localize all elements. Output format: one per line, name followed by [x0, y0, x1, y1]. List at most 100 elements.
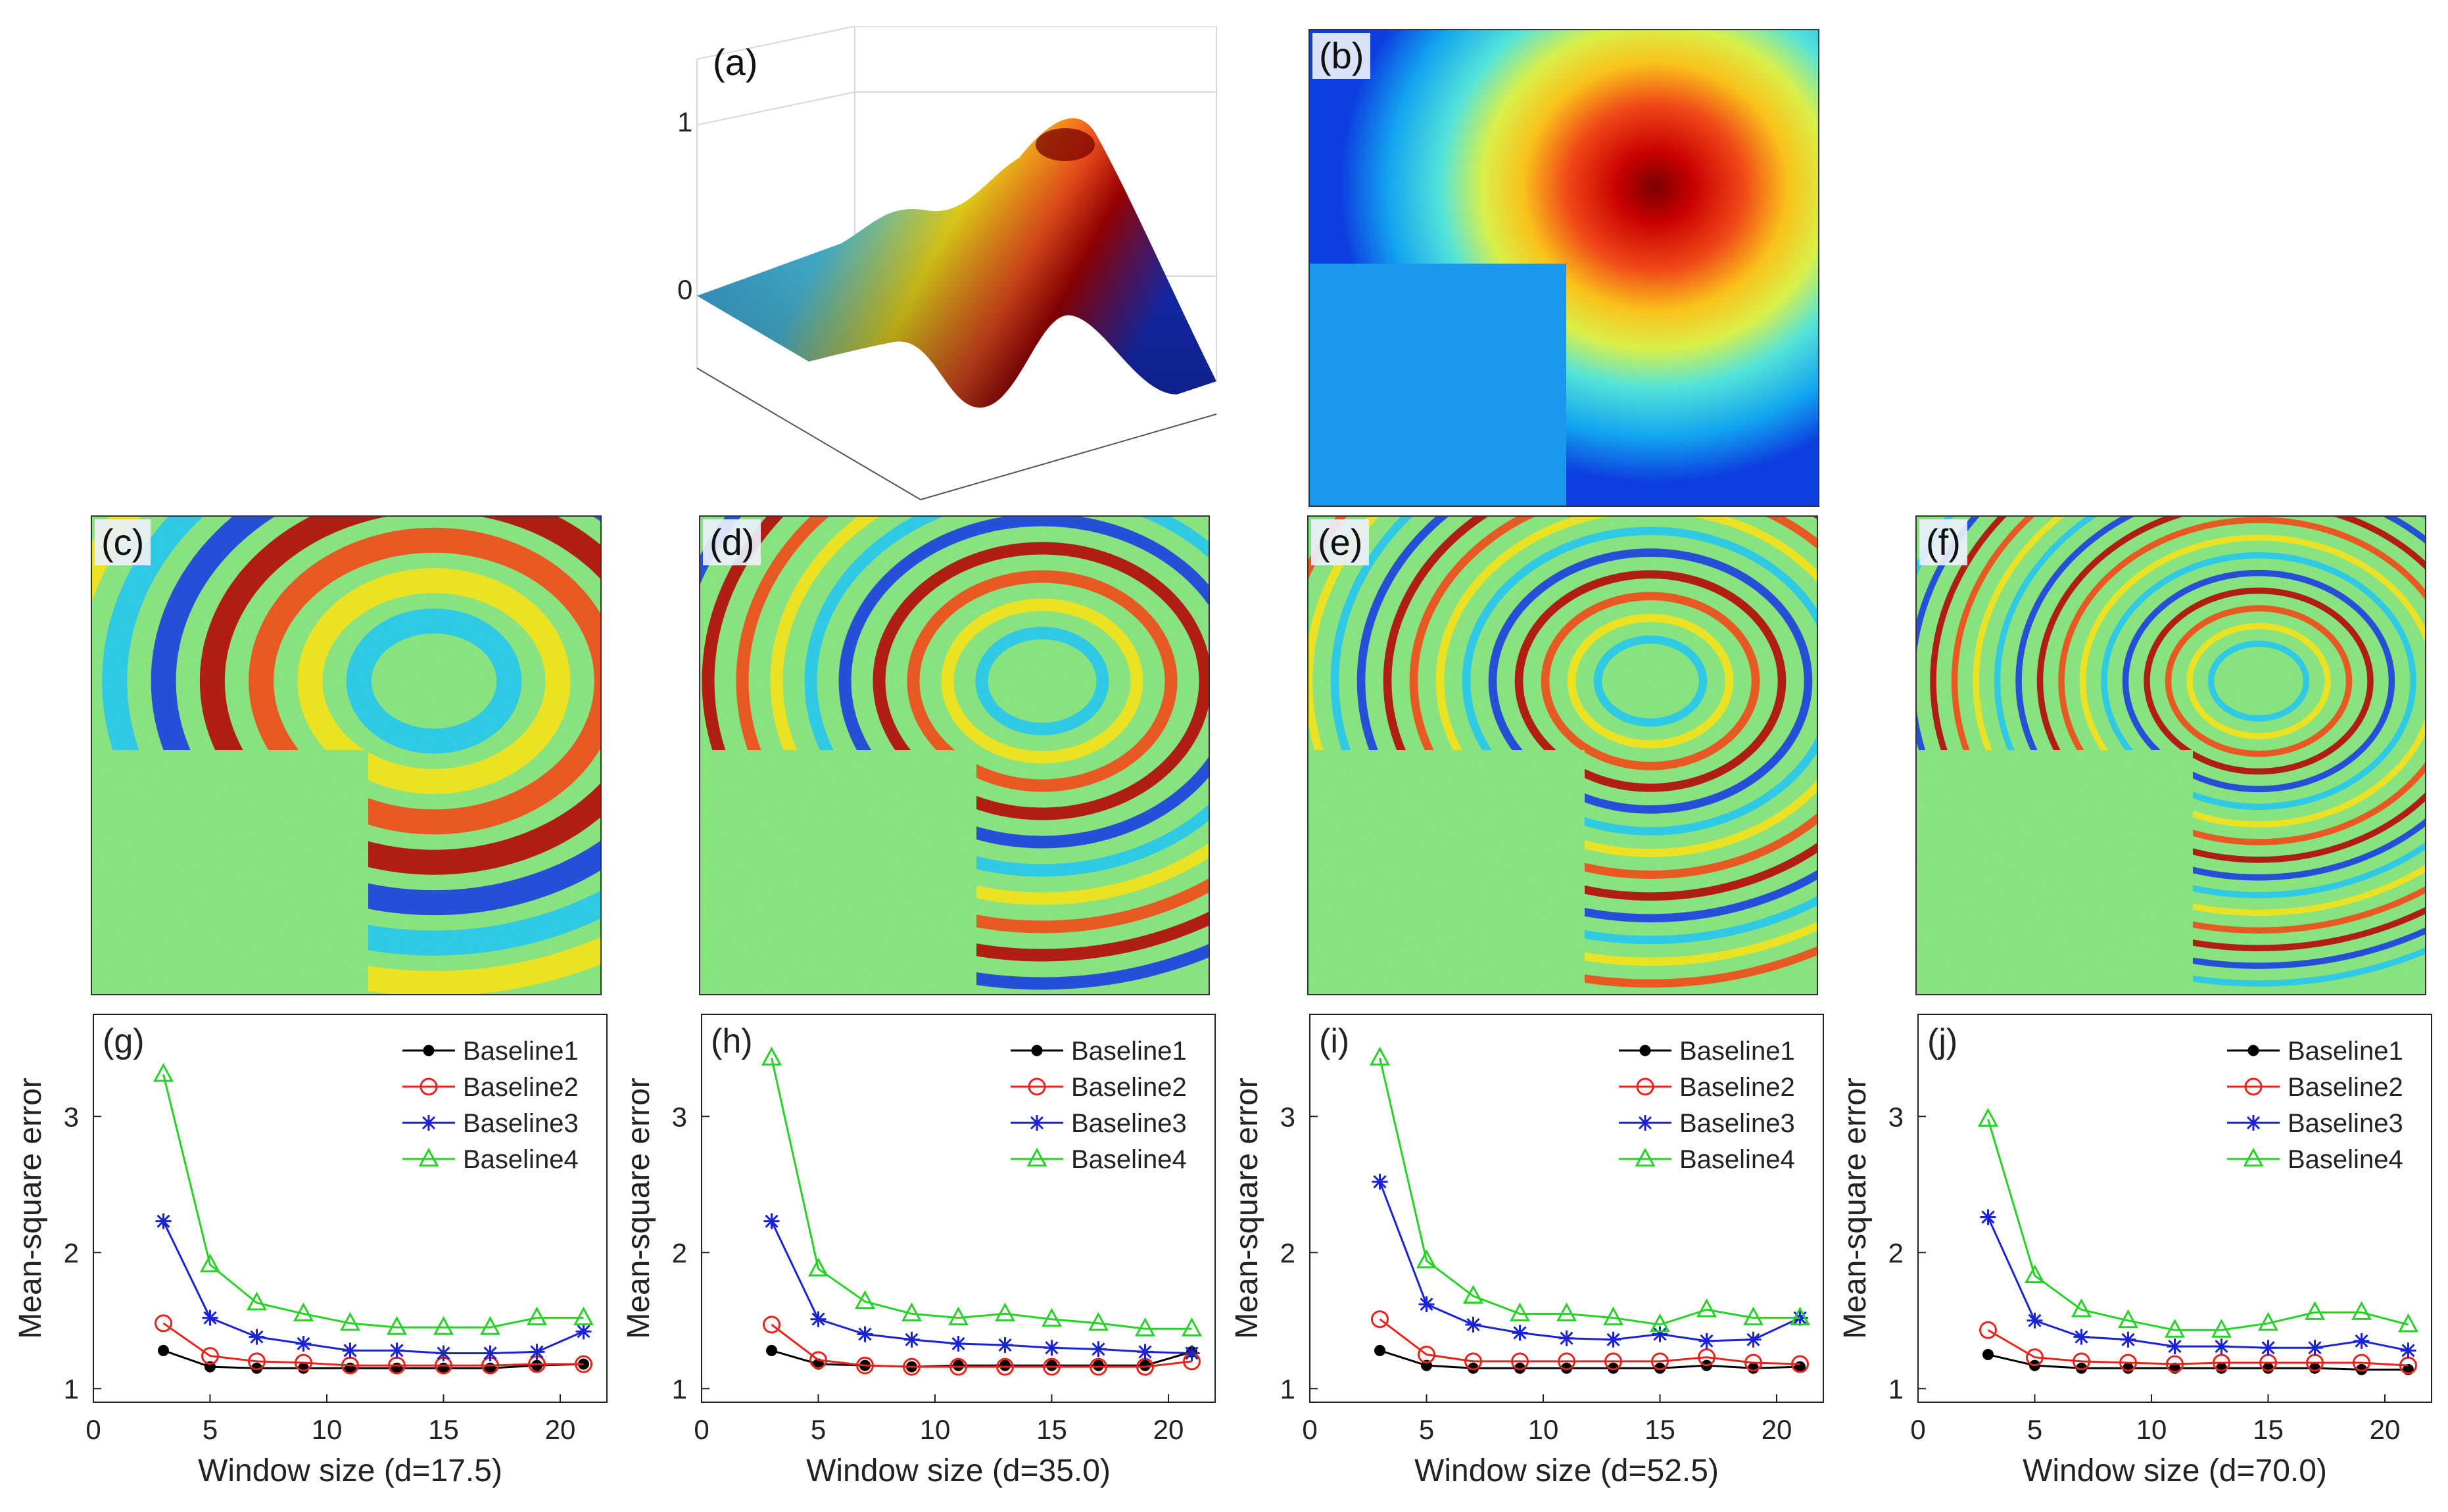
legend-marker: [2245, 1115, 2261, 1131]
series-line: [163, 1349, 584, 1369]
data-point: [2167, 1338, 2183, 1355]
y-tick-label: 2: [672, 1237, 687, 1268]
data-point: [155, 1314, 172, 1333]
series-line: [162, 1074, 584, 1329]
data-point: [1509, 1302, 1531, 1321]
data-point: [2027, 1312, 2043, 1329]
data-point: [2026, 1348, 2044, 1367]
data-point: [2164, 1319, 2186, 1338]
data-point: [2351, 1301, 2372, 1320]
fringe-panel-label: (e): [1311, 519, 1370, 565]
fringe-panel-3: (e): [1307, 515, 1818, 995]
data-point: [1558, 1330, 1575, 1346]
data-point: [1181, 1317, 1203, 1336]
legend-label: Baseline4: [463, 1145, 579, 1174]
data-point: [1652, 1326, 1668, 1342]
series-baseline3: [1980, 1209, 2416, 1359]
fringe-panel-label: (f): [1919, 519, 1967, 565]
series-baseline2: [1371, 1310, 1809, 1373]
x-tick-label: 15: [2253, 1414, 2284, 1445]
data-point: [435, 1345, 452, 1361]
data-point: [1184, 1345, 1200, 1361]
data-point: [953, 1359, 964, 1371]
series-baseline1: [1374, 1344, 1806, 1374]
data-point: [342, 1342, 358, 1359]
legend-label: Baseline3: [1679, 1109, 1795, 1138]
data-point: [2073, 1329, 2090, 1345]
series-line: [771, 1057, 1192, 1330]
series-line: [1379, 1318, 1800, 1365]
data-point: [809, 1351, 827, 1369]
y-tick-label: 3: [1280, 1101, 1295, 1132]
series-line: [1379, 1057, 1800, 1326]
data-point: [903, 1331, 920, 1348]
series-baseline4: [761, 1047, 1203, 1336]
series-line: [1379, 1181, 1801, 1342]
series-line: [1987, 1329, 2409, 1367]
plot-area: [93, 1014, 608, 1403]
data-point: [1088, 1311, 1109, 1331]
x-tick-label: 20: [545, 1414, 576, 1445]
data-point: [1604, 1352, 1622, 1371]
x-tick-label: 5: [2027, 1414, 2042, 1445]
data-point: [2117, 1309, 2139, 1329]
data-point: [763, 1213, 780, 1229]
plot-area: [1917, 1014, 2432, 1403]
data-point: [2166, 1355, 2184, 1373]
data-point: [2353, 1354, 2370, 1372]
y-tick-label: 3: [1888, 1101, 1904, 1132]
line-chart-3: 0 5 10 15 20 1 2 3 Window size (d=52.5) Mean-squa…: [1216, 1009, 1831, 1509]
x-tick-label: 15: [1644, 1414, 1675, 1445]
data-point: [575, 1323, 592, 1340]
x-tick-label: 20: [1762, 1414, 1792, 1445]
x-tick-label: 10: [312, 1414, 343, 1445]
fringe-panel-label: (d): [703, 519, 761, 565]
x-tick-label: 20: [2370, 1414, 2401, 1445]
data-point: [1093, 1359, 1104, 1371]
x-tick-label: 10: [920, 1414, 951, 1445]
data-point: [2216, 1362, 2227, 1374]
data-point: [810, 1311, 827, 1327]
data-point: [1041, 1308, 1063, 1327]
data-point: [2304, 1301, 2326, 1320]
data-point: [1369, 1047, 1391, 1066]
data-point: [339, 1311, 361, 1331]
data-point: [153, 1062, 174, 1082]
panel-label-b: (b): [1312, 33, 1371, 79]
panel-label-a: (a): [713, 41, 758, 83]
data-point: [1372, 1173, 1388, 1190]
fringe-svg-3: [1308, 517, 1817, 994]
data-point: [1090, 1341, 1107, 1358]
data-point: [1464, 1352, 1482, 1371]
y-tick-label: 1: [1280, 1373, 1295, 1404]
legend-marker: [1635, 1147, 1656, 1167]
fringe-svg-1: [92, 517, 600, 994]
data-point: [1556, 1302, 1577, 1321]
data-point: [903, 1358, 921, 1376]
data-point: [1134, 1317, 1156, 1336]
fringe-svg-2: [700, 517, 1209, 994]
legend-label: Baseline3: [1071, 1109, 1187, 1138]
fringe-panel-1: (c): [91, 515, 602, 995]
data-point: [2073, 1352, 2090, 1371]
data-point: [526, 1306, 548, 1326]
data-point: [1090, 1358, 1107, 1376]
data-point: [763, 1315, 780, 1334]
data-point: [575, 1355, 592, 1373]
y-tick-label: 2: [1888, 1237, 1904, 1268]
data-point: [199, 1253, 221, 1273]
data-point: [2211, 1319, 2232, 1338]
x-tick-label: 10: [1528, 1414, 1559, 1445]
data-point: [1698, 1333, 1715, 1349]
legend-marker: [2247, 1045, 2259, 1056]
x-tick-label: 20: [1153, 1414, 1184, 1445]
data-point: [807, 1257, 829, 1277]
data-point: [854, 1290, 876, 1310]
series-baseline1: [766, 1344, 1197, 1373]
x-tick-label: 5: [203, 1414, 218, 1445]
series-baseline3: [155, 1213, 592, 1361]
data-point: [1044, 1340, 1060, 1356]
x-axis-label: Window size (d=52.5): [1414, 1453, 1719, 1488]
series-baseline4: [1369, 1047, 1811, 1333]
data-point: [2119, 1354, 2137, 1372]
